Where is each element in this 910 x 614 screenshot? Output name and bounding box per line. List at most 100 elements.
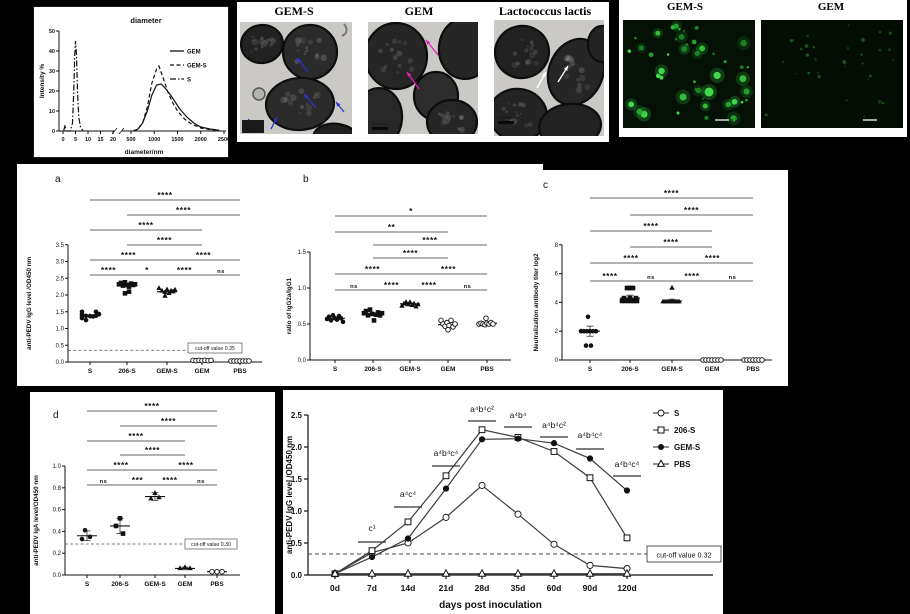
category-label: S [588,366,593,373]
axes [56,30,226,135]
sig-label: ns [464,284,472,290]
annotation-arrow [335,101,345,113]
x-tick-label: 120d [617,583,636,593]
fluor-image-gem-s: 5 μm [623,20,755,133]
points-GEM-S [660,284,682,304]
svg-text:cut-off value 0.35: cut-off value 0.35 [195,346,235,352]
points-S [77,528,97,542]
points-GEM [175,564,195,571]
points-PBS [207,568,227,575]
panel-letter: c [543,180,548,191]
panel-c-neutralization-scatter: c 0 2 4 6 8 Neutralization antibody titer log2… [530,170,788,386]
fluorescent-dot [792,39,795,41]
svg-text:2000: 2000 [195,137,207,143]
fluorescent-dot [740,100,744,104]
fluorescent-dot [861,62,864,65]
annotation-label: a⁴b⁴c⁴ [615,459,640,469]
svg-text:0.0: 0.0 [291,571,303,580]
fluorescent-dot [804,44,809,48]
x-tick-label: 21d [439,583,454,593]
x-axis-label: days post inoculation [439,600,542,611]
svg-text:2.5: 2.5 [291,411,303,420]
fluorescent-dot [845,99,848,102]
fluorescent-dot [739,65,744,69]
fluorescent-dot [878,48,882,52]
legend-label: 206-S [674,426,696,435]
fluorescent-dot [807,71,810,75]
sig-label: **** [422,235,437,245]
svg-text:0.5: 0.5 [56,343,65,349]
points-GEM-S [145,490,165,501]
sig-label: **** [144,401,159,411]
category-label: GEM [441,366,456,373]
svg-text:40: 40 [49,49,55,55]
points-S [79,309,102,323]
sig-label: ns [100,479,108,485]
fluorescent-dot [743,88,750,95]
fluorescent-dot [702,103,708,109]
timecourse-chart: 0.0 0.5 1.0 1.5 2.0 2.5 anti-PEDV IgG level /O… [285,404,722,611]
svg-text:20: 20 [110,137,116,143]
sig-label: **** [643,221,658,231]
sig-label: **** [664,188,679,198]
sig-label: * [409,206,413,216]
x-axis-label: diameter/nm [125,149,164,156]
fluorescent-dot [881,101,885,105]
points-GEM [190,357,214,364]
category-label: 206-S [118,368,136,375]
bacterial-cell [493,24,551,80]
svg-text:3.5: 3.5 [56,243,65,249]
svg-text:1500: 1500 [171,137,183,143]
svg-text:1.0: 1.0 [56,327,65,333]
axes [62,465,240,576]
svg-text:1000: 1000 [148,137,160,143]
sig-label: **** [365,264,380,274]
legend-label: GEM [187,49,201,55]
sig-label: **** [145,445,160,455]
series-GEM-S [331,435,631,577]
fluorescent-dot [676,111,680,115]
category-label: S [85,581,90,588]
annotation-arrow [406,71,420,90]
x-tick-label: 90d [583,583,598,593]
sig-label: ns [729,275,737,281]
fluorescent-dot [863,115,866,118]
svg-text:0: 0 [61,137,64,143]
fluorescent-dot [673,23,679,29]
fluorescent-dot [795,72,797,75]
sig-label: **** [178,460,193,470]
scale-bar-label: 5 μm [879,118,889,123]
fluorescent-dot [634,37,637,40]
svg-text:1.0: 1.0 [298,286,307,292]
significance-bars: **** **** **** **** **** **** **** ns **** ns [590,188,753,282]
panel-a-igg-scatter: a 0.0 0.5 1.0 1.5 2.0 2.5 3.0 3.5 anti-PEDV IgG l… [17,164,283,386]
sig-label: **** [403,248,418,258]
svg-text:0: 0 [52,129,55,135]
chart-title: diameter [130,16,161,25]
category-label: GEM [705,366,720,373]
fluorescent-dot [704,115,709,120]
sig-label: **** [196,250,211,260]
fluorescent-dot [888,31,892,35]
points-PBS [228,358,252,364]
fluorescent-dot [731,99,738,105]
panel-letter: d [53,410,59,421]
sig-label: ns [197,479,205,485]
cutoff-line: cut-off value 0.35 [68,342,243,354]
fluorescent-dot [817,71,820,75]
category-label: S [88,368,93,375]
svg-text:200 nm: 200 nm [244,127,256,131]
sig-label: **** [602,271,617,281]
fluorescent-dot [678,33,685,40]
category-label: 206-S [111,581,129,588]
svg-text:0.0: 0.0 [53,573,62,579]
annotation-arrow [303,93,317,109]
sig-label: **** [684,205,699,215]
fluorescent-dot [699,45,706,52]
fluorescent-dot [805,53,810,57]
fluorescent-dot [846,46,850,50]
fluorescent-dot [847,24,850,27]
svg-text:4: 4 [555,300,559,306]
significance-bars: ******************** ******** * **** ns [90,190,240,276]
svg-text:0.5: 0.5 [298,322,307,328]
